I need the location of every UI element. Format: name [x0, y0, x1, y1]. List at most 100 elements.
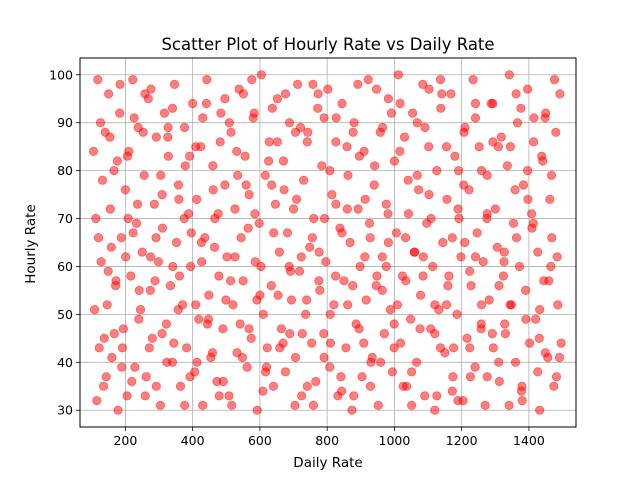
data-point [505, 300, 515, 310]
data-point [261, 362, 272, 372]
data-point [218, 324, 228, 334]
data-point [512, 118, 523, 128]
data-point [291, 194, 302, 204]
data-point [360, 252, 370, 262]
data-point [209, 242, 220, 252]
data-point [134, 314, 144, 324]
data-point [336, 372, 346, 382]
data-point [122, 391, 132, 401]
data-point [418, 79, 428, 90]
data-point [227, 400, 237, 410]
x-axis-ticks: 200 400 600 800 1000 1200 1400 [113, 427, 545, 448]
data-point [286, 295, 297, 305]
data-point [549, 75, 560, 85]
data-point [437, 89, 447, 99]
data-point [460, 237, 470, 248]
data-point [459, 127, 469, 137]
data-point [371, 280, 381, 291]
data-point [403, 175, 413, 185]
data-point [180, 161, 190, 171]
data-point [267, 103, 277, 113]
data-point [508, 218, 519, 228]
data-point [490, 204, 500, 214]
data-point [420, 391, 430, 401]
data-point [551, 127, 561, 137]
data-point [441, 300, 452, 310]
data-point [381, 261, 391, 272]
data-point [198, 400, 208, 410]
data-point [389, 319, 399, 329]
data-point [163, 151, 173, 161]
data-point [465, 372, 475, 382]
data-point [465, 266, 475, 276]
data-point [470, 252, 481, 262]
data-point [182, 343, 192, 353]
data-point [504, 70, 514, 80]
data-point [228, 300, 238, 310]
data-point [412, 170, 422, 180]
data-point [418, 271, 428, 281]
data-point [222, 252, 232, 262]
data-point [270, 199, 280, 209]
data-point [207, 348, 218, 358]
data-point [325, 362, 335, 372]
chart-title: Scatter Plot of Hourly Rate vs Daily Rat… [161, 35, 494, 54]
data-point [510, 357, 521, 367]
data-point [273, 290, 283, 300]
data-point [444, 271, 454, 281]
data-point [141, 372, 151, 382]
y-tick-label: 40 [57, 355, 73, 370]
data-point [549, 381, 559, 391]
x-tick-label: 200 [113, 433, 137, 448]
data-point [428, 261, 438, 272]
data-point [392, 300, 402, 310]
data-point [413, 185, 424, 195]
data-point [157, 190, 167, 200]
data-point [236, 233, 246, 243]
data-point [371, 84, 382, 94]
data-point [201, 98, 211, 109]
data-point [247, 75, 257, 85]
data-point [92, 395, 102, 406]
data-point [192, 357, 202, 367]
data-point [500, 328, 510, 339]
data-point [115, 108, 125, 118]
data-point [102, 300, 112, 310]
data-point [96, 257, 106, 267]
data-point [232, 146, 242, 156]
data-point [220, 180, 230, 190]
data-point [106, 242, 116, 252]
data-point [321, 257, 331, 267]
data-point [528, 218, 538, 228]
data-point [411, 357, 422, 367]
data-point [342, 142, 352, 152]
data-point [535, 304, 545, 315]
data-point [215, 137, 225, 147]
data-point [511, 233, 522, 243]
data-point [296, 391, 307, 401]
data-point [272, 94, 282, 104]
data-point [313, 103, 323, 113]
data-point [345, 237, 355, 248]
data-point [520, 285, 531, 295]
data-point [94, 343, 104, 353]
data-point [482, 213, 492, 224]
x-tick-label: 800 [315, 433, 339, 448]
data-point [555, 89, 565, 99]
data-point [420, 122, 430, 133]
data-point [300, 309, 311, 319]
data-point [465, 343, 475, 353]
data-point [204, 290, 214, 300]
data-point [530, 314, 541, 324]
data-point [369, 161, 380, 171]
data-point [529, 113, 539, 123]
data-point [447, 386, 457, 396]
data-point [292, 79, 303, 90]
data-point [256, 70, 266, 80]
data-point [553, 300, 563, 310]
data-point [246, 333, 256, 343]
data-point [149, 199, 159, 209]
data-point [144, 343, 154, 353]
data-point [130, 362, 140, 372]
data-point [111, 280, 121, 291]
